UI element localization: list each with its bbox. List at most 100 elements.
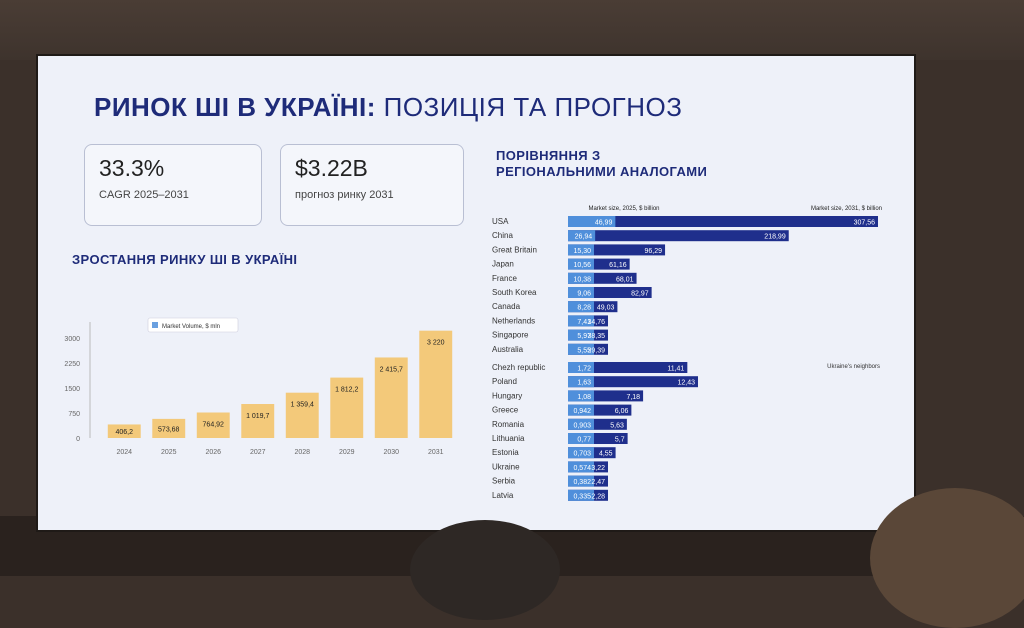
audience-head: [870, 488, 1024, 628]
x-tick-label: 2031: [428, 449, 444, 456]
label-2025: 26,94: [575, 234, 593, 241]
label-2025: 9,06: [577, 291, 591, 298]
bar-2025: [568, 404, 594, 416]
country-label: USA: [492, 217, 509, 226]
y-tick-label: 750: [68, 411, 80, 418]
kpi-value: 33.3%: [99, 155, 165, 181]
label-2031: 5,7: [615, 437, 625, 444]
growth-bar: [285, 392, 319, 438]
bar-2025: [568, 343, 594, 355]
y-tick-label: 2250: [64, 361, 80, 368]
audience-head: [410, 520, 560, 620]
kpi-card-cagr: 33.3% CAGR 2025–2031: [84, 144, 262, 226]
kpi-card-forecast: $3.22B прогноз ринку 2031: [280, 144, 464, 226]
label-2031: 38,35: [587, 333, 605, 340]
bar-2025: [568, 433, 594, 444]
label-2025: 10,38: [573, 276, 591, 283]
projection-screen: РИНОК ШІ В УКРАЇНІ: ПОЗИЦІЯ ТА ПРОГНОЗ 3…: [36, 54, 916, 532]
y-tick-label: 1500: [64, 386, 80, 393]
label-2031: 7,18: [626, 394, 640, 401]
country-label: Estonia: [492, 448, 519, 457]
bar-2025: [568, 362, 594, 373]
label-2031: 82,97: [631, 291, 649, 298]
country-label: Australia: [492, 345, 524, 354]
country-label: Chezh republic: [492, 363, 545, 372]
country-label: Japan: [492, 260, 514, 269]
legend-swatch: [152, 322, 158, 328]
label-2031: 29,39: [587, 347, 605, 354]
label-2025: 15,30: [573, 248, 591, 255]
kpi-label: прогноз ринку 2031: [295, 189, 394, 201]
comparison-chart-title: ПОРІВНЯННЯ З РЕГІОНАЛЬНИМИ АНАЛОГАМИ: [496, 148, 707, 180]
x-tick-label: 2029: [339, 449, 355, 456]
bar-2025: [568, 287, 594, 298]
label-2031: 3,22: [591, 465, 605, 472]
bar-2031: [568, 433, 628, 444]
label-2025: 1,63: [577, 380, 591, 387]
bar-value-label: 573,68: [158, 426, 180, 433]
bar-value-label: 1 359,4: [291, 402, 314, 409]
x-tick-label: 2028: [294, 449, 310, 456]
label-2025: 0,77: [577, 437, 591, 444]
label-2031: 307,56: [854, 220, 876, 227]
label-2031: 68,01: [616, 276, 634, 283]
growth-bar: [241, 404, 275, 438]
y-tick-label: 3000: [64, 336, 80, 343]
bar-2031: [568, 362, 688, 373]
country-label: Canada: [492, 302, 521, 311]
x-tick-label: 2025: [161, 449, 177, 456]
label-2031: 34,76: [587, 319, 605, 326]
comparison-title-line1: ПОРІВНЯННЯ З: [496, 148, 601, 163]
x-tick-label: 2030: [383, 449, 399, 456]
label-2031: 4,55: [599, 451, 613, 458]
bar-2031: [568, 287, 652, 298]
bar-value-label: 2 415,7: [380, 366, 403, 373]
bar-2025: [568, 258, 594, 270]
country-label: Latvia: [492, 491, 514, 500]
bar-2031: [568, 376, 698, 388]
country-label: Netherlands: [492, 316, 535, 325]
bar-2031: [568, 418, 627, 430]
label-2031: 49,03: [597, 305, 615, 312]
growth-bar: [374, 357, 408, 438]
bar-2025: [568, 301, 594, 313]
label-2025: 0,335: [573, 493, 591, 500]
bar-2031: [568, 258, 630, 270]
country-label: China: [492, 231, 513, 240]
country-label: Great Britain: [492, 245, 537, 254]
label-2025: 0,942: [573, 408, 591, 415]
growth-bar-chart: 0 750 1500 2250 3000 Market Volume, $ mln 406,…: [64, 317, 453, 456]
country-label: South Korea: [492, 288, 537, 297]
bar-2025: [568, 244, 594, 256]
bar-2025: [568, 376, 594, 388]
bar-2025: [568, 230, 596, 242]
country-label: Romania: [492, 420, 525, 429]
bar-2025: [568, 447, 594, 459]
bar-2031: [568, 230, 789, 242]
bar-2031: [568, 244, 666, 256]
bar-2025: [568, 390, 594, 402]
label-2025: 46,99: [595, 220, 613, 227]
label-2031: 11,41: [667, 366, 684, 373]
label-2025: 7,41: [577, 319, 591, 326]
label-2025: 10,56: [573, 262, 591, 269]
bar-2025: [568, 315, 594, 327]
bar-2025: [568, 461, 594, 473]
bar-2031: [568, 216, 878, 227]
bar-2031: [568, 404, 632, 416]
label-2025: 0,574: [573, 465, 591, 472]
bar-2025: [568, 475, 594, 487]
label-2031: 218,99: [764, 234, 786, 241]
label-2031: 96,29: [645, 248, 663, 255]
legend-box: [147, 317, 239, 333]
label-2031: 6,06: [615, 408, 629, 415]
bar-value-label: 1 812,2: [335, 387, 358, 394]
country-label: Hungary: [492, 391, 522, 400]
bar-2025: [568, 216, 616, 227]
country-label: France: [492, 274, 517, 283]
bar-2031: [568, 390, 644, 402]
bar-2025: [568, 418, 594, 430]
slide-title: РИНОК ШІ В УКРАЇНІ: ПОЗИЦІЯ ТА ПРОГНОЗ: [94, 92, 682, 123]
label-2025: 0,903: [573, 422, 591, 429]
header-2025: Market size, 2025, $ billion: [588, 206, 659, 212]
